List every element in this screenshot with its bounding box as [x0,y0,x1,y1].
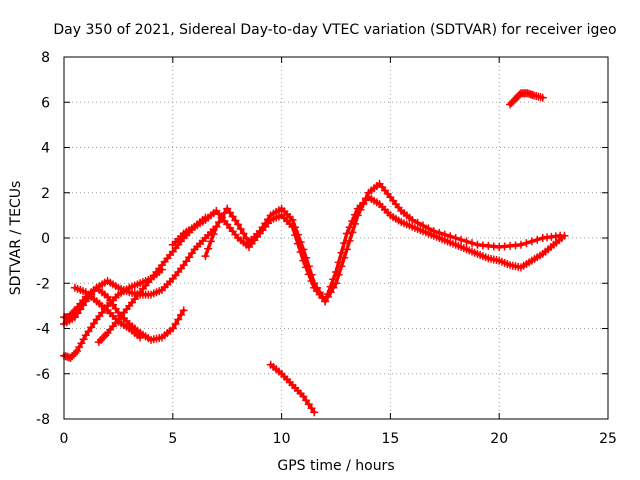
data-point [345,236,354,245]
data-point [556,231,565,240]
y-tick-label: -6 [36,367,50,383]
x-tick-label: 5 [168,431,177,447]
data-point [307,270,316,279]
series-track-9 [506,89,547,109]
x-tick-label: 25 [599,431,617,447]
data-point [329,283,338,292]
data-point [361,194,370,203]
data-point [206,237,215,246]
data-point [353,211,362,220]
data-point [435,228,444,237]
data-point [71,348,80,357]
data-point [348,228,357,237]
data-point [321,297,330,306]
data-point [209,230,218,239]
data-point [340,253,349,262]
grid [64,57,608,419]
y-tick-label: -2 [36,276,50,292]
data-point [217,213,226,222]
data-point [174,315,183,324]
data-point [312,283,321,292]
data-point [413,218,422,227]
data-point [468,239,476,248]
y-tick-label: -4 [36,322,50,338]
data-point [168,324,177,333]
data-point [351,219,360,228]
data-point [408,215,417,224]
y-tick-label: -8 [36,412,50,428]
data-point [451,234,460,242]
series-track-5 [94,213,210,347]
data-point [136,333,145,342]
data-point [429,227,438,236]
data-point [310,408,319,417]
y-axis-label: SDTVAR / TECUs [8,181,24,296]
data-point [171,319,180,328]
data-point [332,279,340,288]
y-tick-label: 8 [41,50,50,66]
data-point [296,237,305,246]
series-track-7 [201,179,565,306]
data-point [522,239,531,248]
data-point [533,235,542,244]
data-point [304,262,313,271]
y-tick-label: 2 [41,186,50,202]
x-axis-ticks: 0 5 10 15 20 25 [60,57,617,447]
data-point [462,237,471,246]
data-point [342,245,351,254]
data-point [179,306,188,315]
y-axis-ticks: -8 -6 -4 -2 0 2 4 6 8 [36,50,608,428]
data-point [440,230,449,239]
data-point [239,229,248,238]
data-point [424,224,433,233]
data-point [299,245,308,254]
data-point [242,234,251,242]
data-point [516,240,525,249]
data-point [176,310,185,319]
data-point [359,200,368,209]
data-point [201,252,210,261]
data-point [446,232,455,241]
data-point [288,215,297,224]
chart-title: Day 350 of 2021, Sidereal Day-to-day VTE… [53,22,616,38]
data-point [527,237,536,246]
data-point [293,230,302,239]
data-point [342,229,351,238]
data-series [60,89,569,417]
data-point [356,205,365,214]
data-point [212,222,221,231]
data-point [340,239,349,248]
series-trace [62,224,219,326]
data-point [326,288,335,297]
data-point [315,288,324,297]
data-point [204,244,213,253]
data-point [538,93,547,102]
data-point [234,220,243,229]
data-point [302,253,311,262]
data-point [291,223,300,232]
y-tick-label: 0 [41,231,50,247]
data-point [310,279,319,288]
data-point [334,270,343,279]
data-point [337,262,346,271]
series-track-8 [266,360,319,417]
data-point [69,308,78,317]
data-point [419,221,428,230]
data-point [323,292,332,301]
x-axis-label: GPS time / hours [277,458,394,474]
x-tick-label: 10 [273,431,291,447]
data-point [215,218,224,227]
data-point [457,235,466,244]
series-trace [203,181,562,304]
y-tick-label: 6 [41,95,50,111]
x-tick-label: 0 [60,431,69,447]
y-tick-label: 4 [41,141,50,157]
x-tick-label: 20 [490,431,508,447]
x-tick-label: 15 [381,431,399,447]
data-point [236,224,245,233]
